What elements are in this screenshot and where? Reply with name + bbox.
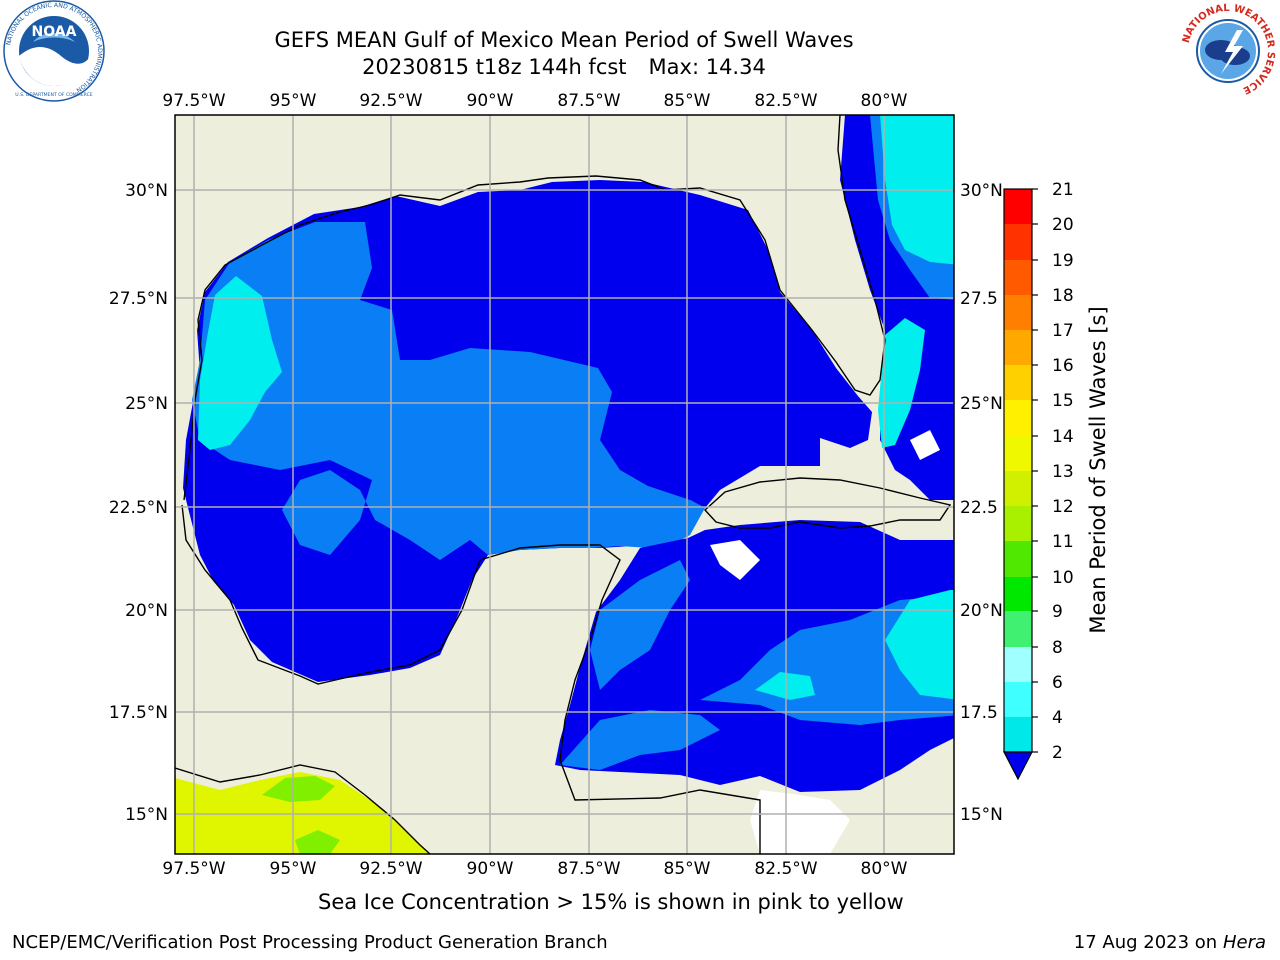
colorbar: 21 20 19 18 17 16 15 14 13 12 11 10 9 8 6 4 2 Mean Perio… [1003,180,1110,781]
lat-label-right: 15°N [960,805,1003,825]
colorbar-segment [1004,647,1032,682]
lon-label-bottom: 90°W [467,859,514,879]
lat-label-left: 27.5°N [109,289,168,309]
colorbar-segment [1004,471,1032,506]
lat-label-right: 25°N [960,394,1003,414]
lon-label-top: 97.5°W [162,91,225,111]
date-stamp: 17 Aug 2023 on Hera [1074,932,1266,953]
lon-label-bottom: 85°W [664,859,711,879]
caribbean-mid-period-field [560,560,954,770]
lat-label-left: 17.5°N [109,703,168,723]
svg-text:U.S. DEPARTMENT OF COMMERCE: U.S. DEPARTMENT OF COMMERCE [15,92,92,98]
lon-label-bottom: 82.5°W [754,859,817,879]
map-title: GEFS MEAN Gulf of Mexico Mean Period of … [274,28,854,52]
credit-line: NCEP/EMC/Verification Post Processing Pr… [12,932,608,953]
noaa-logo: NATIONAL OCEANIC AND ATMOSPHERIC ADMINIS… [3,0,105,102]
colorbar-tick-label: 13 [1052,462,1074,482]
coastline [181,504,761,854]
colorbar-tick-label: 20 [1052,215,1074,235]
colorbar-segment [1004,717,1032,752]
coastline [183,115,886,501]
colorbar-tick-label: 16 [1052,356,1074,376]
lon-label-top: 92.5°W [359,91,422,111]
nodata-patch [910,430,940,460]
colorbar-segment [1004,400,1032,436]
colorbar-segment [1004,224,1032,260]
colorbar-tick-label: 17 [1052,321,1074,341]
date-text: 17 Aug 2023 on [1073,932,1218,953]
pacific-green-field [262,776,340,854]
colorbar-tick-label: 19 [1052,251,1074,271]
lat-label-left: 25°N [125,394,168,414]
map-frame [174,114,955,855]
lon-label-top: 90°W [467,91,514,111]
lat-label-left: 30°N [125,181,168,201]
colorbar-segment [1004,365,1032,400]
pacific-yellow-field [175,772,430,854]
gulf-mid-period-field [192,222,705,560]
colorbar-segment [1004,506,1032,541]
lon-label-bottom: 92.5°W [359,859,422,879]
lat-label-right: 30°N [960,181,1003,201]
colorbar-tick-label: 6 [1052,673,1063,693]
colorbar-tick-label: 11 [1052,532,1074,552]
lon-label-bottom: 80°W [861,859,908,879]
graticule [175,115,954,854]
map-subtitle: 20230815 t18z 144h fcst Max: 14.34 [164,54,964,80]
colorbar-segment [1004,682,1032,717]
lat-label-left: 20°N [125,601,168,621]
lon-label-top: 95°W [270,91,317,111]
lon-label-bottom: 87.5°W [557,859,620,879]
lat-label-right: 17.5 [960,703,998,723]
colorbar-segment [1004,189,1032,224]
lat-label-right: 27.5 [960,289,998,309]
colorbar-tick-label: 2 [1052,743,1063,763]
colorbar-tick-label: 12 [1052,497,1074,517]
max-value-label: Max: 14.34 [648,55,766,79]
lat-label-right: 20°N [960,601,1003,621]
colorbar-tick-label: 14 [1052,427,1074,447]
coastline [175,764,431,854]
colorbar-tick-label: 9 [1052,602,1063,622]
colorbar-extend-arrow [1003,751,1033,781]
colorbar-tick-label: 15 [1052,391,1074,411]
lat-label-left: 15°N [125,805,168,825]
nodata-patch [710,540,760,580]
colorbar-label: Mean Period of Swell Waves [s] [1086,306,1110,633]
colorbar-segment [1004,260,1032,295]
lon-label-bottom: 95°W [270,859,317,879]
svg-text:NOAA: NOAA [32,24,77,40]
nws-logo: NATIONAL WEATHER SERVICE [1178,1,1278,101]
colorbar-segment [1004,577,1032,611]
sea-ice-note: Sea Ice Concentration > 15% is shown in … [318,890,904,914]
caribbean-cyan-field [755,590,954,700]
forecast-date-label: 20230815 t18z 144h fcst [362,55,627,79]
colorbar-segment [1004,436,1032,471]
nodata-patch [750,790,850,854]
colorbar-tick-label: 21 [1052,180,1074,200]
colorbar-segment [1004,541,1032,577]
colorbar-segment [1004,330,1032,365]
colorbar-tick-label: 8 [1052,638,1063,658]
colorbar-tick-label: 18 [1052,286,1074,306]
gulf-cyan-field-west [198,276,282,450]
lon-label-top: 82.5°W [754,91,817,111]
lat-label-right: 22.5 [960,498,998,518]
host-name: Hera [1222,932,1266,953]
lon-label-top: 85°W [664,91,711,111]
colorbar-tick-label: 4 [1052,708,1063,728]
lon-label-bottom: 97.5°W [162,859,225,879]
lat-label-left: 22.5°N [109,498,168,518]
colorbar-segment [1004,295,1032,330]
lon-label-top: 87.5°W [557,91,620,111]
florida-strait-cyan-field [878,318,925,448]
colorbar-tick-label: 10 [1052,568,1074,588]
colorbar-segment [1004,611,1032,647]
lon-label-top: 80°W [861,91,908,111]
